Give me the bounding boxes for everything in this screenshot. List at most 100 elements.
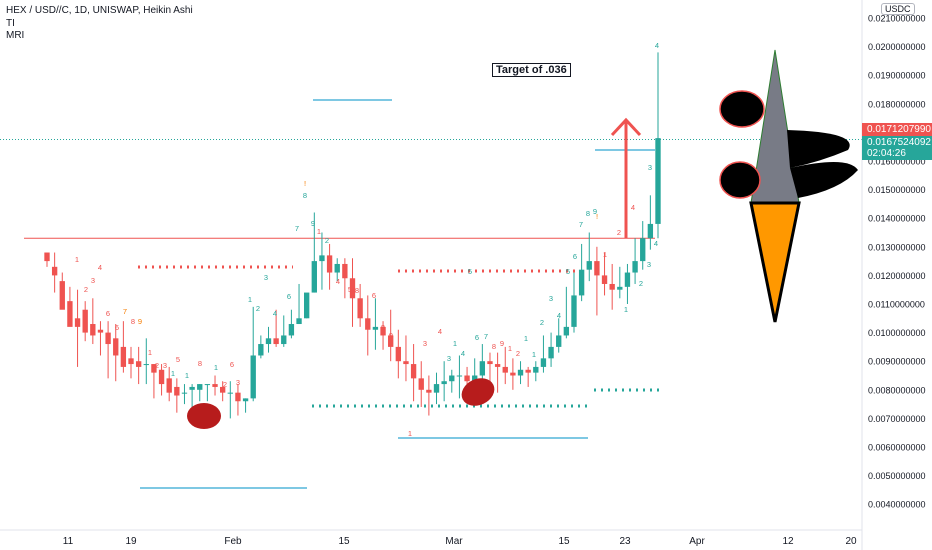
candle-body — [227, 392, 233, 394]
red-price-tag: 0.0171207990 — [862, 123, 932, 136]
x-tick-label: 20 — [845, 536, 857, 547]
candle-body — [556, 335, 562, 347]
count-label: 1 — [185, 371, 189, 380]
count-label: ! — [304, 179, 306, 188]
count-label: 4 — [631, 203, 635, 212]
count-label: 2 — [223, 380, 227, 389]
count-label: 7 — [123, 307, 127, 316]
count-label: 8 — [586, 209, 590, 218]
y-tick-label: 0.0110000000 — [868, 300, 925, 310]
candle-body — [128, 358, 134, 365]
candle-body — [418, 378, 424, 390]
count-label: 7 — [295, 224, 299, 233]
count-label: 6 — [573, 252, 577, 261]
count-label: 5 — [176, 355, 180, 364]
candle-body — [494, 364, 501, 367]
x-tick-label: 15 — [338, 536, 350, 547]
count-label: 3 — [648, 163, 652, 172]
candle-body — [456, 375, 463, 377]
candle-body — [449, 375, 455, 382]
count-label: 2 — [84, 285, 88, 294]
candle-body — [571, 295, 577, 327]
x-tick-label: Feb — [224, 536, 242, 547]
y-tick-label: 0.0070000000 — [868, 414, 926, 424]
count-label: 1 — [408, 429, 412, 438]
count-label: ! — [596, 212, 598, 221]
candle-body — [632, 261, 638, 273]
candle-body — [311, 261, 317, 293]
x-tick-label: 23 — [619, 536, 631, 547]
candle-body — [273, 338, 279, 345]
count-label: 1 — [171, 369, 175, 378]
count-label: 2 — [256, 304, 260, 313]
candle-body — [578, 269, 585, 296]
count-label: 1 — [524, 334, 528, 343]
candle-body — [44, 252, 50, 262]
count-label: 4 — [461, 349, 465, 358]
symbol-title: HEX / USD//C, 1D, UNISWAP, Heikin Ashi — [6, 5, 193, 16]
count-label: 1 — [248, 295, 252, 304]
y-tick-label: 0.0100000000 — [868, 328, 926, 338]
candle-body — [655, 138, 661, 224]
cone-orange — [749, 201, 801, 323]
candle-body — [51, 266, 58, 276]
count-label: 1 — [317, 227, 321, 236]
count-label: 3 — [447, 354, 451, 363]
count-label: 9 — [389, 331, 393, 340]
y-tick-label: 0.0190000000 — [868, 71, 926, 81]
count-label: 6 — [115, 323, 119, 332]
candle-body — [250, 355, 256, 399]
candle-body — [67, 301, 73, 327]
candle-body — [372, 326, 379, 330]
candle-body — [265, 338, 272, 345]
y-tick-label: 0.0120000000 — [868, 271, 926, 281]
candle-body — [197, 384, 203, 390]
candle-body — [464, 375, 470, 382]
count-label: 7 — [484, 332, 488, 341]
candle-body — [296, 318, 302, 325]
candle-body — [357, 298, 363, 319]
candle-body — [647, 223, 654, 239]
candle-body — [525, 369, 531, 373]
count-label: 5 — [566, 267, 570, 276]
candle-body — [326, 255, 333, 273]
candle-body — [143, 364, 149, 366]
candle-body — [212, 384, 218, 387]
candle-body — [258, 344, 264, 356]
candle-body — [97, 329, 104, 333]
y-tick-label: 0.0050000000 — [868, 471, 926, 481]
y-tick-label: 0.0210000000 — [868, 14, 926, 24]
count-label: 8 — [303, 191, 307, 200]
candle-body — [288, 324, 295, 336]
candle-body — [189, 386, 195, 390]
count-label: 1 — [214, 363, 218, 372]
count-label: 4 — [557, 311, 561, 320]
count-label: 1 — [508, 344, 512, 353]
y-tick-label: 0.0060000000 — [868, 443, 926, 453]
black-eye-2 — [719, 161, 761, 199]
count-label: 6 — [372, 291, 376, 300]
count-label: 5 — [468, 267, 472, 276]
candle-body — [487, 361, 493, 365]
candle-body — [388, 335, 394, 347]
count-label: 6 — [287, 292, 291, 301]
candle-body — [395, 346, 401, 362]
candle-body — [158, 369, 165, 385]
target-annotation[interactable]: Target of .036 — [492, 63, 571, 77]
black-eye-1 — [719, 90, 765, 128]
candle-body — [640, 238, 646, 262]
teal-price-tag: 0.0167524092 02:04:26 — [862, 136, 932, 160]
y-tick-label: 0.0150000000 — [868, 185, 926, 195]
indicator-ti: TI — [6, 18, 15, 29]
count-label: 4 — [438, 327, 442, 336]
candle-body — [472, 375, 478, 382]
indicator-mri: MRI — [6, 30, 25, 41]
count-label: 8 — [198, 359, 202, 368]
y-tick-label: 0.0180000000 — [868, 99, 926, 109]
candle-body — [510, 372, 516, 376]
count-label: 4 — [655, 41, 659, 50]
candle-body — [517, 369, 524, 376]
count-label: 2 — [639, 279, 643, 288]
